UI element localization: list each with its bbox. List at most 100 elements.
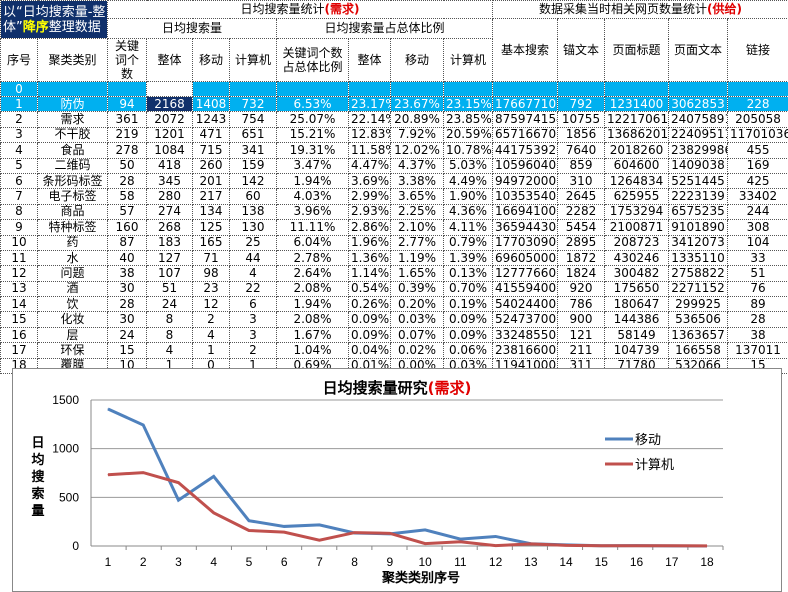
cell[interactable]: 361 [108, 112, 147, 127]
cell[interactable]: 12.02% [391, 143, 444, 158]
cell[interactable]: 4 [193, 327, 230, 342]
cell[interactable]: 144386 [605, 312, 669, 327]
daily-header[interactable]: 日均搜索量 [108, 19, 277, 39]
cell[interactable]: 2168 [147, 97, 193, 112]
cell[interactable]: 24 [108, 327, 147, 342]
cell[interactable]: 7 [1, 189, 38, 204]
cell[interactable]: 5.03% [444, 158, 493, 173]
cell[interactable]: 176677100 [493, 97, 558, 112]
cell[interactable]: 4.11% [444, 220, 493, 235]
cell[interactable]: 127776600 [493, 266, 558, 281]
cell[interactable]: 17 [1, 343, 38, 358]
cell[interactable]: 30 [108, 312, 147, 327]
cell[interactable]: 9 [1, 220, 38, 235]
cell[interactable] [147, 82, 193, 97]
cell[interactable]: 278 [108, 143, 147, 158]
cell[interactable]: 22.14% [349, 112, 391, 127]
cell[interactable]: 11701036 [728, 127, 788, 142]
cell[interactable]: 58 [108, 189, 147, 204]
col-header-8[interactable]: 移动 [391, 39, 444, 82]
col-header-11[interactable]: 锚文本 [558, 19, 605, 82]
cell[interactable]: 160 [108, 220, 147, 235]
cell[interactable]: 76 [728, 281, 788, 296]
cell[interactable]: 2.93% [349, 204, 391, 219]
cell[interactable]: 1.36% [349, 250, 391, 265]
col-header-13[interactable]: 页面文本 [669, 19, 728, 82]
cell[interactable]: 201 [193, 173, 230, 188]
cell[interactable]: 142 [230, 173, 277, 188]
cell[interactable]: 792 [558, 97, 605, 112]
cell[interactable]: 条形码标签 [38, 173, 108, 188]
cell[interactable]: 125 [193, 220, 230, 235]
cell[interactable]: 300482 [605, 266, 669, 281]
cell[interactable]: 3.69% [349, 173, 391, 188]
cell[interactable]: 1201 [147, 127, 193, 142]
cell[interactable]: 54024400 [493, 297, 558, 312]
cell[interactable] [230, 82, 277, 97]
cell[interactable]: 19.31% [277, 143, 349, 158]
cell[interactable]: 859 [558, 158, 605, 173]
col-header-4[interactable]: 移动 [193, 39, 230, 82]
cell[interactable]: 3 [230, 327, 277, 342]
cell[interactable]: 228 [728, 97, 788, 112]
cell[interactable]: 183 [147, 235, 193, 250]
cell[interactable]: 89 [728, 297, 788, 312]
cell[interactable]: 3 [230, 312, 277, 327]
cell[interactable]: 4.49% [444, 173, 493, 188]
cell[interactable]: 2.78% [277, 250, 349, 265]
cell[interactable]: 280 [147, 189, 193, 204]
cell[interactable]: 107 [147, 266, 193, 281]
cell[interactable] [193, 82, 230, 97]
cell[interactable]: 657166700 [493, 127, 558, 142]
cell[interactable]: 345 [147, 173, 193, 188]
cell[interactable]: 12 [1, 266, 38, 281]
cell[interactable]: 2018260 [605, 143, 669, 158]
cell[interactable]: 2 [193, 312, 230, 327]
cell[interactable]: 1.39% [444, 250, 493, 265]
cell[interactable]: 60 [230, 189, 277, 204]
cell[interactable]: 0.06% [444, 343, 493, 358]
cell[interactable]: 0.04% [349, 343, 391, 358]
cell[interactable]: 11.58% [349, 143, 391, 158]
demand-header[interactable]: 日均搜索量统计(需求) [108, 1, 493, 19]
cell[interactable]: 3062853 [669, 97, 728, 112]
cell[interactable]: 471 [193, 127, 230, 142]
cell[interactable]: 33248550 [493, 327, 558, 342]
cell[interactable]: 0.02% [391, 343, 444, 358]
cell[interactable]: 205058 [728, 112, 788, 127]
cell[interactable]: 1.65% [391, 266, 444, 281]
cell[interactable]: 环保 [38, 343, 108, 358]
cell[interactable]: 310 [558, 173, 605, 188]
cell[interactable]: 94972000 [493, 173, 558, 188]
cell[interactable]: 25.07% [277, 112, 349, 127]
cell[interactable] [38, 82, 108, 97]
col-header-3[interactable]: 整体 [147, 39, 193, 82]
cell[interactable]: 1231400 [605, 97, 669, 112]
cell[interactable]: 299925 [669, 297, 728, 312]
cell[interactable]: 0.39% [391, 281, 444, 296]
cell[interactable]: 2 [1, 112, 38, 127]
cell[interactable]: 52473700 [493, 312, 558, 327]
cell[interactable]: 4.36% [444, 204, 493, 219]
cell[interactable]: 4 [230, 266, 277, 281]
col-header-7[interactable]: 整体 [349, 39, 391, 82]
cell[interactable]: 5251445 [669, 173, 728, 188]
cell[interactable]: 268 [147, 220, 193, 235]
cell[interactable]: 0.19% [444, 297, 493, 312]
cell[interactable]: 4 [147, 343, 193, 358]
cell[interactable]: 2271152 [669, 281, 728, 296]
cell[interactable]: 0.09% [349, 327, 391, 342]
cell[interactable]: 食品 [38, 143, 108, 158]
cell[interactable]: 28 [108, 297, 147, 312]
cell[interactable]: 5454 [558, 220, 605, 235]
cell[interactable]: 1409038 [669, 158, 728, 173]
cell[interactable]: 1.14% [349, 266, 391, 281]
cell[interactable]: 1408 [193, 97, 230, 112]
cell[interactable]: 28 [728, 312, 788, 327]
cell[interactable]: 58149 [605, 327, 669, 342]
cell[interactable]: 71 [193, 250, 230, 265]
cell[interactable]: 13 [1, 281, 38, 296]
cell[interactable]: 3 [1, 127, 38, 142]
cell[interactable]: 2.10% [391, 220, 444, 235]
cell[interactable]: 24 [147, 297, 193, 312]
